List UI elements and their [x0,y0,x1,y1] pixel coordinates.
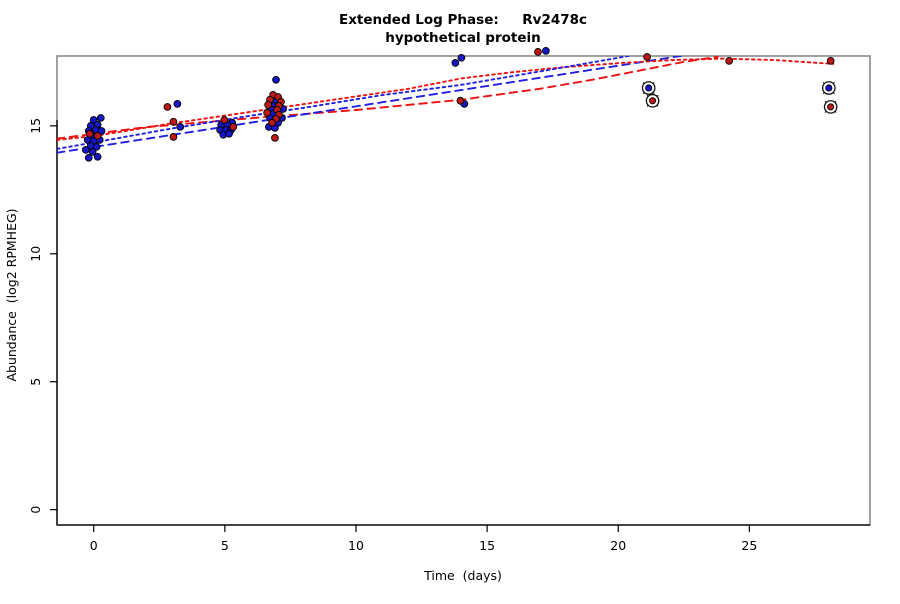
blue-dashed-fit [57,56,685,154]
plot-title-line2: hypothetical protein [385,30,541,46]
data-point [176,123,185,131]
data-point [827,103,835,111]
data-point [169,133,178,141]
data-point [541,47,550,55]
y-axis-tick-label: 10 [28,246,43,262]
fit-lines-layer [57,56,835,154]
plot-title-line1: Extended Log Phase: Rv2478c [339,12,587,28]
x-axis-tick-label: 15 [479,538,495,553]
y-axis-tick-label: 15 [28,118,43,134]
data-point [457,53,466,62]
data-point [84,153,93,162]
red-outlier-marker [823,100,838,114]
data-point [826,57,835,65]
data-point [272,75,280,84]
x-axis-tick-label: 25 [741,538,757,553]
y-axis-tick-label: 5 [28,378,43,386]
data-point [88,148,97,156]
axes-layer: 0 5 10 15 20 25 0 5 10 15 [28,55,871,553]
blue-outlier-marker [821,81,836,95]
data-point [85,129,94,138]
data-point [825,84,833,92]
data-point [169,117,178,126]
x-axis-title: Time (days) [423,568,502,583]
data-point [534,48,542,56]
data-point [93,131,102,140]
data-point [229,123,238,131]
data-point [97,127,106,135]
y-axis-title: Abundance (log2 RPMHEG) [4,208,19,381]
data-point [220,116,229,124]
data-point [93,152,102,161]
blue-dotted-fit [57,56,633,150]
x-axis-tick-label: 10 [348,538,364,553]
data-point [649,97,657,105]
data-point [225,129,233,138]
data-point [456,96,465,105]
y-axis-tick-label: 0 [28,506,43,514]
data-point [643,53,651,61]
data-point [173,99,182,108]
x-axis-tick-label: 20 [610,538,626,553]
x-axis-tick-label: 5 [221,538,229,553]
data-point [725,57,734,65]
red-dotted-fit [57,57,835,141]
data-point [271,134,279,142]
x-axis-tick-label: 0 [90,538,98,553]
blue-outlier-marker [641,81,656,95]
data-points-layer [81,47,838,162]
red-outlier-marker [645,93,660,108]
data-point [163,103,172,111]
data-point [96,114,105,122]
data-point [263,108,271,117]
data-point [268,118,276,127]
data-point [92,142,101,151]
red-dashed-fit [57,56,719,140]
data-point [645,84,653,92]
data-point [264,101,272,109]
data-point [451,59,460,67]
data-point [81,146,90,154]
